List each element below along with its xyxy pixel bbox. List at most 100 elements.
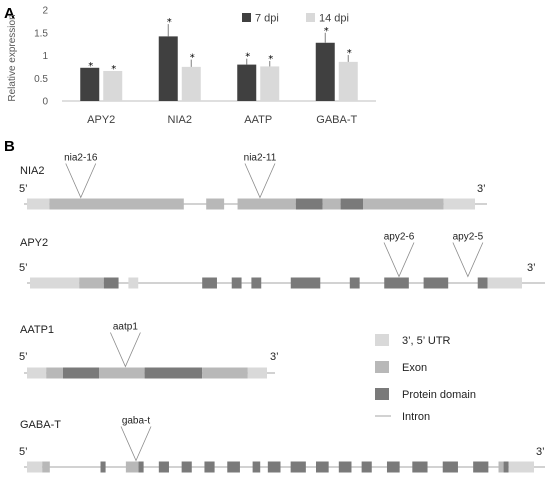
segment-utr [30,277,80,289]
insertion-marker [383,242,415,278]
segment-domain [338,461,352,473]
key-label-domain: Protein domain [402,389,476,401]
segment-domain [100,461,106,473]
segment-exon [363,198,444,210]
insertion-marker [110,332,141,368]
segment-domain [103,277,119,289]
key-label-exon: Exon [402,362,427,374]
bar-dpi7 [237,64,257,101]
gene-legend: 3’, 5’ UTR Exon Protein domain Intron [375,334,476,423]
segment-exon [237,198,296,210]
significance-mark: * [167,17,172,28]
five-prime-label: 5’ [19,262,28,274]
segment-domain [477,277,488,289]
gene-nia2: NIA2 5’ 3’ nia2-16 nia2-11 [19,153,487,210]
significance-mark: * [111,64,116,75]
segment-exon [42,461,50,473]
bar-dpi7 [315,42,335,101]
bar-dpi14 [338,61,358,101]
insertion-marker [244,163,276,199]
segment-domain [267,461,281,473]
insertion-label: apy2-6 [384,232,415,243]
legend-swatch-dpi14 [306,13,315,22]
key-swatch-domain [375,388,389,400]
y-tick-label: 1 [42,51,48,62]
segment-domain [503,461,509,473]
panel-label-b: B [4,138,15,155]
segment-exon [202,367,248,379]
insertion-label: nia2-16 [64,153,98,164]
segment-domain [227,461,240,473]
y-tick-label: 0 [42,97,48,108]
five-prime-label: 5’ [19,446,28,458]
gene-aatp1: AATP1 5’ 3’ aatp1 [19,322,279,379]
segment-domain [202,277,217,289]
gene-diagrams: NIA2 5’ 3’ nia2-16 nia2-11 APY2 5’ 3’ apy2-6 apy2… [19,153,545,473]
segment-exon [46,367,63,379]
segment-exon [49,198,184,210]
three-prime-label: 3’ [527,262,536,274]
segment-domain [158,461,169,473]
segment-domain [412,461,428,473]
segment-domain [204,461,215,473]
segment-domain [251,277,262,289]
insertion-label: gaba-t [122,416,151,427]
segment-domain [423,277,449,289]
insertion-marker [65,163,97,199]
gene-gaba-t: GABA-T 5’ 3’ gaba-t [19,416,545,473]
insertion-label: aatp1 [113,322,138,333]
significance-mark: * [324,26,329,37]
key-swatch-exon [375,361,389,373]
significance-mark: * [268,54,273,65]
segment-domain [361,461,372,473]
segment-utr [27,461,43,473]
three-prime-label: 3’ [270,351,279,363]
legend-label: 14 dpi [319,13,349,25]
bar-dpi7 [158,36,178,101]
legend-label: 7 dpi [255,13,279,25]
segment-domain [252,461,261,473]
insertion-label: apy2-5 [453,232,484,243]
bar-dpi14 [181,66,201,101]
segment-exon [125,461,139,473]
x-tick-label: AATP [244,114,272,126]
segment-utr [27,367,47,379]
significance-mark: * [245,52,250,63]
panel-label-a: A [4,5,15,22]
gene-name: AATP1 [20,324,54,336]
x-tick-label: APY2 [87,114,115,126]
segment-domain [442,461,458,473]
insertion-marker [452,242,484,278]
five-prime-label: 5’ [19,183,28,195]
three-prime-label: 3’ [536,446,545,458]
segment-exon [79,277,104,289]
segment-utr [247,367,267,379]
x-tick-label: NIA2 [168,114,192,126]
segment-domain [340,198,363,210]
segment-domain [473,461,489,473]
key-label-utr: 3’, 5’ UTR [402,335,451,347]
y-axis-label: Relative expression [7,14,18,101]
segment-exon [99,367,145,379]
insertion-label: nia2-11 [244,153,277,164]
y-tick-label: 1.5 [34,28,48,39]
key-label-intron: Intron [402,411,430,423]
bar-dpi14 [103,70,123,101]
segment-utr [128,277,139,289]
legend-swatch-dpi7 [242,13,251,22]
segment-domain [231,277,242,289]
segment-domain [315,461,329,473]
segment-exon [498,461,504,473]
bar-dpi14 [260,66,280,101]
segment-exon [322,198,341,210]
three-prime-label: 3’ [477,183,486,195]
bar-dpi7 [80,67,100,101]
segment-domain [181,461,192,473]
segment-domain [290,461,306,473]
y-tick-label: 0.5 [34,74,48,85]
segment-domain [144,367,203,379]
segment-utr [487,277,522,289]
x-tick-label: GABA-T [316,114,357,126]
